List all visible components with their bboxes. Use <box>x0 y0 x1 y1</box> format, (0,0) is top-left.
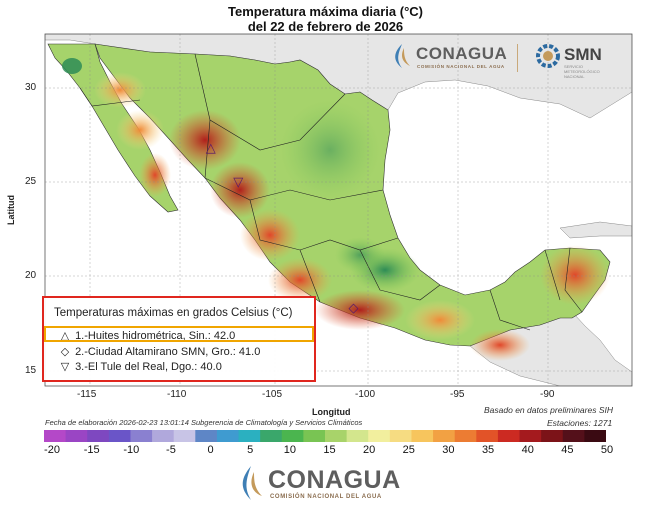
triangle-down-icon: ▽ <box>60 361 70 373</box>
colorbar-swatch <box>130 430 153 442</box>
colorbar-tick: -5 <box>166 444 176 456</box>
colorbar-swatch <box>44 430 67 442</box>
colorbar-tick: 30 <box>442 444 455 456</box>
colorbar-swatch <box>173 430 196 442</box>
lon-tick: -115 <box>77 389 97 400</box>
smn-gear-icon <box>536 44 560 68</box>
colorbar-swatch <box>368 430 391 442</box>
legend-box: Temperaturas máximas en grados Celsius (… <box>42 296 316 382</box>
colorbar-swatch <box>238 430 261 442</box>
colorbar-tick: 10 <box>283 444 296 456</box>
colorbar-swatch <box>389 430 412 442</box>
elaboration-note: Fecha de elaboración 2026-02-23 13:01:14… <box>45 418 363 427</box>
triangle-up-icon: △ <box>60 330 70 342</box>
legend-item: △ 1.-Huites hidrométrica, Sin.: 42.0 <box>58 329 235 342</box>
diamond-icon: ◇ <box>60 346 70 358</box>
conagua-logo-bottom-subtitle: COMISIÓN NACIONAL DEL AGUA <box>270 494 382 500</box>
y-axis-label: Latitud <box>6 195 16 225</box>
colorbar-tick: 40 <box>521 444 534 456</box>
lon-tick: -100 <box>355 389 376 400</box>
colorbar <box>44 430 606 442</box>
highlight-frame <box>44 326 314 342</box>
colorbar-tick: -15 <box>83 444 100 456</box>
colorbar-swatch <box>497 430 521 442</box>
conagua-logo-top: CONAGUA <box>416 44 508 63</box>
colorbar-swatch <box>325 430 348 442</box>
colorbar-swatch <box>346 430 369 442</box>
station-marker-1: △ <box>206 141 216 156</box>
colorbar-swatch <box>411 430 434 442</box>
legend-item-text: 1.-Huites hidrométrica, Sin.: 42.0 <box>75 330 236 342</box>
colorbar-tick: -20 <box>44 444 60 456</box>
station-markers: △ ◇ ▽ <box>206 141 359 316</box>
colorbar-swatch <box>108 430 131 442</box>
x-axis-label: Longitud <box>312 407 351 417</box>
conagua-logo-bottom: CONAGUA <box>268 466 401 494</box>
colorbar-swatch <box>541 430 564 442</box>
cuba-land <box>559 221 632 239</box>
colorbar-tick: 20 <box>363 444 376 456</box>
conagua-logo-top-subtitle: COMISIÓN NACIONAL DEL AGUA <box>417 64 505 69</box>
map-subtitle: del 22 de febrero de 2026 <box>247 19 404 34</box>
colorbar-swatch <box>65 430 88 442</box>
logo-separator <box>517 44 518 72</box>
legend-item-text: 3.-El Tule del Real, Dgo.: 40.0 <box>75 361 222 373</box>
colorbar-tick: -10 <box>123 444 140 456</box>
lat-tick: 30 <box>25 82 37 93</box>
colorbar-swatch <box>303 430 326 442</box>
colorbar-swatch <box>519 430 542 442</box>
colorbar-swatch <box>433 430 456 442</box>
smn-logo-text: SMN <box>564 45 602 64</box>
map-title: Temperatura máxima diaria (°C) <box>228 4 423 19</box>
colorbar-tick: 25 <box>402 444 415 456</box>
data-source-note: Basado en datos preliminares SIH <box>484 405 613 415</box>
lat-tick: 25 <box>25 176 37 187</box>
colorbar-swatch <box>584 430 606 442</box>
legend-item-text: 2.-Ciudad Altamirano SMN, Gro.: 41.0 <box>75 346 261 358</box>
colorbar-swatch <box>216 430 240 442</box>
lon-tick: -95 <box>450 389 465 400</box>
smn-logo-subtitle: SERVICIO METEOROLÓGICO NACIONAL <box>564 64 600 79</box>
colorbar-swatch <box>152 430 175 442</box>
conagua-logo-icon <box>242 466 262 500</box>
colorbar-tick: 0 <box>207 444 214 456</box>
colorbar-swatch <box>562 430 585 442</box>
colorbar-tick: 5 <box>247 444 254 456</box>
stations-count: Estaciones: 1271 <box>547 418 613 428</box>
colorbar-swatch <box>195 430 218 442</box>
station-marker-3: ▽ <box>233 175 243 190</box>
plot-frame <box>44 33 633 387</box>
legend-item: ▽ 3.-El Tule del Real, Dgo.: 40.0 <box>58 360 222 373</box>
state-borders <box>79 53 583 331</box>
colorbar-swatch <box>260 430 283 442</box>
lat-tick: 15 <box>25 365 37 376</box>
colorbar-swatch <box>281 430 304 442</box>
gridlines <box>45 34 632 386</box>
lon-tick: -110 <box>167 389 187 400</box>
conagua-logo-icon <box>395 44 410 68</box>
colorbar-swatch <box>87 430 110 442</box>
lon-tick: -105 <box>262 389 283 400</box>
legend-title: Temperaturas máximas en grados Celsius (… <box>54 307 293 319</box>
legend-item: ◇ 2.-Ciudad Altamirano SMN, Gro.: 41.0 <box>58 345 261 358</box>
lat-tick: 20 <box>25 270 37 281</box>
lon-tick: -90 <box>540 389 555 400</box>
colorbar-tick: 35 <box>481 444 495 456</box>
station-marker-2: ◇ <box>349 301 359 316</box>
colorbar-tick: 45 <box>561 444 574 456</box>
colorbar-swatch <box>476 430 499 442</box>
colorbar-tick: 50 <box>600 444 614 456</box>
colorbar-swatch <box>454 430 477 442</box>
colorbar-tick: 15 <box>323 444 336 456</box>
